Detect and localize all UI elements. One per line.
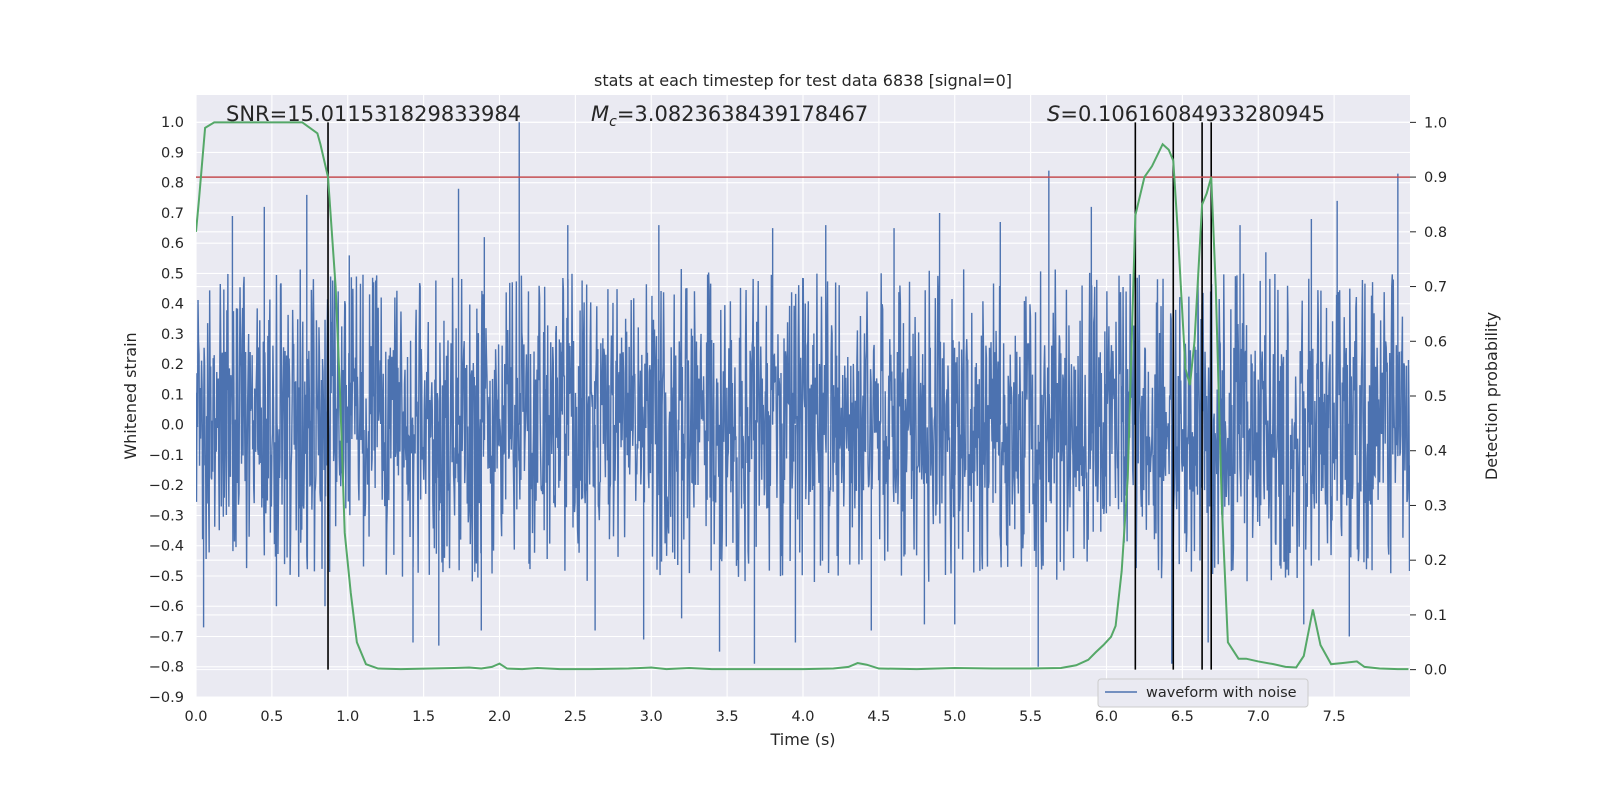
right-y-axis-title: Detection probability [1482,312,1501,480]
left-y-tick-label: 0.5 [161,266,184,282]
right-y-tick-label: 0.2 [1424,553,1447,569]
right-y-tick-label: 0.6 [1424,334,1447,350]
right-y-tick-label: 0.9 [1424,170,1447,186]
left-y-axis-ticks: −0.9 −0.8 −0.7 −0.6 −0.5 −0.4 −0.3 −0.2 −0.1 0.0 0… [149,115,184,706]
x-tick-label: 2.5 [564,709,587,725]
s-annotation: S=0.1061608493328​0945 [1047,102,1325,126]
right-y-tick-label: 0.4 [1424,444,1447,460]
left-y-tick-label: −0.9 [149,690,184,706]
left-y-tick-label: 0.6 [161,236,184,252]
x-tick-label: 3.5 [716,709,739,725]
legend-label-waveform: waveform with noise [1146,685,1297,701]
snr-annotation: SNR=15.011531829833984 [226,102,521,126]
legend: waveform with noise [1097,678,1309,708]
x-tick-label: 7.0 [1247,709,1270,725]
chirp-mass-annotation: Mc=3.0823638439178467 [591,102,868,130]
left-y-tick-label: −0.5 [149,569,184,585]
x-tick-label: 0.5 [260,709,283,725]
left-y-tick-label: 0.0 [161,418,184,434]
left-y-tick-label: 1.0 [161,115,184,131]
x-tick-label: 4.0 [791,709,814,725]
left-y-tick-label: 0.2 [161,357,184,373]
right-y-axis-ticks: 0.0 0.1 0.2 0.3 0.4 0.5 0.6 0.7 0.8 0.9 1.0 [1410,115,1447,679]
left-y-tick-label: −0.2 [149,478,184,494]
left-y-tick-label: 0.7 [161,206,184,222]
x-tick-label: 3.0 [640,709,663,725]
right-y-tick-label: 0.8 [1424,225,1447,241]
chart-title: stats at each timestep for test data 683… [594,71,1012,90]
x-tick-label: 1.5 [412,709,435,725]
chirp-mass-value: =3.0823638439178467 [617,102,868,126]
left-y-tick-label: −0.4 [149,539,184,555]
x-tick-label: 4.5 [867,709,890,725]
left-y-tick-label: −0.1 [149,448,184,464]
left-y-tick-label: 0.1 [161,387,184,403]
left-y-tick-label: 0.3 [161,327,184,343]
left-y-axis-title: Whitened strain [121,332,140,459]
detection-probability-line [196,121,1409,671]
x-tick-label: 6.5 [1171,709,1194,725]
left-y-tick-label: 0.9 [161,145,184,161]
chirp-mass-subscript: c [609,114,617,130]
right-y-tick-label: 0.5 [1424,389,1447,405]
x-tick-label: 7.5 [1323,709,1346,725]
x-tick-label: 5.5 [1019,709,1042,725]
x-tick-label: 0.0 [184,709,207,725]
left-y-tick-label: −0.3 [149,508,184,524]
chirp-mass-symbol: M [591,102,609,126]
left-y-tick-label: 0.4 [161,297,184,313]
right-y-tick-label: 0.0 [1424,663,1447,679]
x-tick-label: 2.0 [488,709,511,725]
right-y-tick-label: 1.0 [1424,115,1447,131]
x-tick-label: 6.0 [1095,709,1118,725]
waveform-series-line [196,122,1410,667]
left-y-tick-label: −0.6 [149,599,184,615]
x-axis-ticks: 0.0 0.5 1.0 1.5 2.0 2.5 3.0 3.5 4.0 4.5 5.0 5.5 6.0 6… [184,709,1345,725]
right-y-tick-label: 0.1 [1424,608,1447,624]
s-symbol: S [1047,102,1060,126]
left-y-tick-label: −0.8 [149,660,184,676]
s-value: =0.1061608493328​0945 [1060,102,1325,126]
x-tick-label: 5.0 [943,709,966,725]
legend-box [1097,678,1309,708]
left-y-tick-label: 0.8 [161,176,184,192]
x-axis-title: Time (s) [769,730,835,749]
right-y-tick-label: 0.3 [1424,498,1447,514]
right-y-tick-label: 0.7 [1424,280,1447,296]
x-tick-label: 1.0 [336,709,359,725]
left-y-tick-label: −0.7 [149,629,184,645]
